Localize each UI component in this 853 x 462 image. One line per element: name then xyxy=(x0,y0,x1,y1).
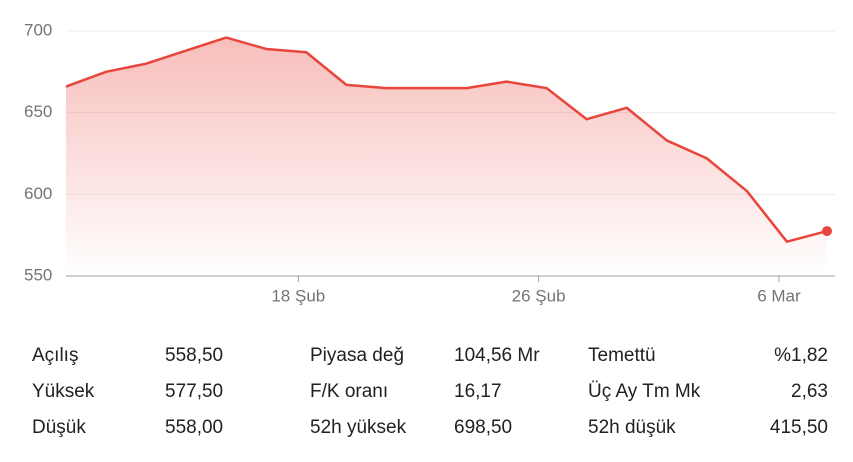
plot-layer xyxy=(65,36,832,277)
stat-label: Düşük xyxy=(32,417,86,438)
stat-value: %1,82 xyxy=(774,345,828,366)
y-tick-label: 700 xyxy=(24,20,52,39)
price-line xyxy=(65,36,828,243)
y-tick-label: 650 xyxy=(24,102,52,121)
area-fill xyxy=(66,37,827,277)
stat-value: 104,56 Mr xyxy=(454,345,540,366)
x-tick-label: 26 Şub xyxy=(512,286,566,305)
stat-label: Üç Ay Tm Mk xyxy=(588,381,701,402)
stat-value: 16,17 xyxy=(454,381,502,402)
stat-label: F/K oranı xyxy=(310,381,388,402)
last-point xyxy=(821,226,832,237)
x-tick-label: 18 Şub xyxy=(271,286,325,305)
y-tick-label: 550 xyxy=(24,265,52,284)
stat-value: 698,50 xyxy=(454,417,512,438)
y-tick-label: 600 xyxy=(24,184,52,203)
stat-value: 2,63 xyxy=(791,381,828,402)
stat-label: Temettü xyxy=(588,345,656,366)
x-tick-label: 6 Mar xyxy=(757,286,801,305)
stat-label: 52h düşük xyxy=(588,417,676,438)
stat-value: 558,00 xyxy=(165,417,223,438)
stat-label: Yüksek xyxy=(32,381,95,402)
stat-value: 577,50 xyxy=(165,381,223,402)
stat-label: 52h yüksek xyxy=(310,417,407,438)
stat-label: Piyasa değ xyxy=(310,345,404,366)
stat-label: Açılış xyxy=(32,345,78,366)
stat-value: 415,50 xyxy=(770,417,828,438)
stats-table: Açılış 558,50 Yüksek 577,50 Düşük 558,00 Piyas… xyxy=(32,345,828,438)
stat-value: 558,50 xyxy=(165,345,223,366)
